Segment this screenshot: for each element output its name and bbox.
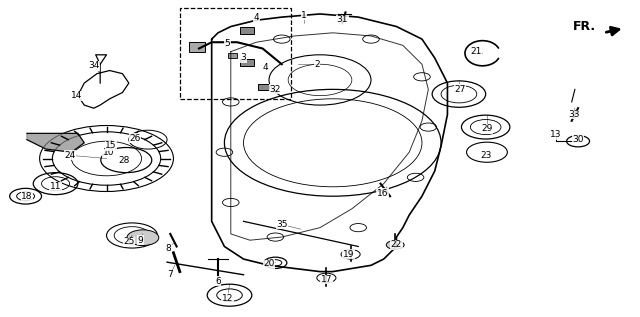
Text: 13: 13 <box>550 130 561 139</box>
Text: 11: 11 <box>50 182 61 191</box>
Text: 12: 12 <box>222 294 234 303</box>
Text: 21: 21 <box>470 47 482 56</box>
Text: 20: 20 <box>263 259 275 268</box>
Text: 23: 23 <box>480 151 492 160</box>
Text: 6: 6 <box>215 276 221 286</box>
Text: 18: 18 <box>21 192 33 201</box>
Text: 4: 4 <box>253 13 259 22</box>
Text: 28: 28 <box>118 156 130 165</box>
Text: 8: 8 <box>166 243 172 253</box>
Circle shape <box>127 230 159 246</box>
Text: 31: 31 <box>337 15 348 24</box>
Text: 5: 5 <box>225 39 230 48</box>
Bar <box>241 59 254 66</box>
Text: 7: 7 <box>168 270 173 279</box>
Text: 29: 29 <box>481 124 493 133</box>
Polygon shape <box>27 133 84 152</box>
Text: 34: 34 <box>88 61 99 70</box>
Text: 17: 17 <box>321 275 332 284</box>
Text: 22: 22 <box>391 240 402 249</box>
Text: 33: 33 <box>568 110 579 119</box>
Text: 32: 32 <box>269 85 281 94</box>
Text: 10: 10 <box>102 148 114 157</box>
Text: 1: 1 <box>301 11 307 20</box>
Bar <box>228 53 237 58</box>
Text: 30: 30 <box>572 135 584 144</box>
Bar <box>189 42 205 52</box>
Text: 2: 2 <box>314 60 319 69</box>
Text: 35: 35 <box>276 220 287 229</box>
Text: 24: 24 <box>65 151 76 160</box>
Bar <box>241 28 254 34</box>
Text: 9: 9 <box>138 236 143 245</box>
Text: 3: 3 <box>241 54 246 62</box>
Text: 4: 4 <box>263 63 269 72</box>
Text: 16: 16 <box>377 189 388 197</box>
Text: 19: 19 <box>343 250 355 259</box>
Text: 27: 27 <box>454 85 466 94</box>
Text: 14: 14 <box>71 91 83 100</box>
Circle shape <box>387 241 404 249</box>
Text: 25: 25 <box>123 237 134 246</box>
Text: 15: 15 <box>105 141 116 151</box>
Text: FR.: FR. <box>573 20 596 33</box>
Text: 26: 26 <box>129 133 141 143</box>
Bar <box>257 84 269 90</box>
